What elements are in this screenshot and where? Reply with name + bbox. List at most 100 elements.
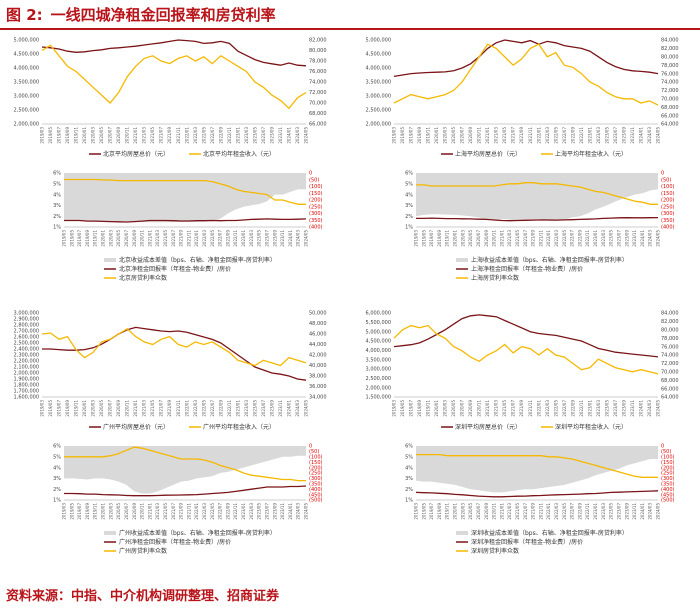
guangzhou-price-rent-chart: 3,000,0002,900,0002,800,0002,700,0002,60… bbox=[14, 311, 327, 431]
y-right-tick-0: 82,000 bbox=[309, 38, 327, 44]
legend-mortgage-label: 广州房贷利率众数 bbox=[119, 547, 167, 555]
bottom-x-tick-14: 2021/07 bbox=[171, 503, 176, 520]
top-x-tick-10: 2020/11 bbox=[477, 400, 482, 417]
bottom-x-tick-13: 2021/05 bbox=[163, 230, 168, 247]
bottom-x-tick-11: 2021/01 bbox=[499, 503, 504, 520]
y-left-tick-5: 1% bbox=[53, 498, 61, 504]
top-x-tick-29: 2024/01 bbox=[638, 127, 643, 144]
net-yield-line bbox=[64, 485, 307, 497]
top-x-tick-15: 2021/09 bbox=[167, 127, 172, 144]
y-right-tick-7: (350) bbox=[309, 218, 322, 224]
y-left-tick-1: 5,500,000 bbox=[366, 320, 391, 326]
legend-price-label: 北京平均房屋总价（元） bbox=[103, 150, 169, 158]
bottom-x-tick-31: 2024/05 bbox=[304, 230, 309, 247]
figure-title-text: 一线四城净租金回报率和房贷利率 bbox=[50, 6, 276, 24]
y-left-tick-11: 1,900,000 bbox=[14, 377, 39, 383]
bottom-x-tick-23: 2023/01 bbox=[241, 230, 246, 247]
y-right-tick-8: 66,000 bbox=[309, 122, 327, 128]
legend-spread-swatch bbox=[104, 258, 116, 262]
bottom-x-tick-17: 2022/01 bbox=[546, 503, 551, 520]
y-right-tick-7: (350) bbox=[661, 218, 674, 224]
bottom-x-tick-23: 2023/01 bbox=[241, 503, 246, 520]
legend-price-label: 上海平均房屋总价（元） bbox=[455, 150, 521, 158]
rent-line bbox=[41, 44, 307, 110]
y-left-tick-4: 3,000,000 bbox=[14, 94, 39, 100]
bottom-x-tick-28: 2023/11 bbox=[280, 503, 285, 520]
beijing-spread-chart: 6% 5% 4% 3% 2% 1% 0(50)(100)(150)(200)(250)(30… bbox=[53, 171, 322, 282]
y-left-tick-1: 4,500,000 bbox=[366, 52, 391, 58]
y-right-tick-1: (50) bbox=[661, 449, 671, 455]
top-x-tick-27: 2023/09 bbox=[621, 400, 626, 417]
y-left-tick-0: 3,000,000 bbox=[14, 311, 39, 317]
bottom-x-tick-3: 2019/09 bbox=[85, 230, 90, 247]
y-right-tick-10: (500) bbox=[309, 498, 322, 504]
top-x-tick-19: 2022/05 bbox=[553, 127, 558, 144]
y-right-tick-4: (200) bbox=[309, 198, 322, 204]
y-right-tick-8: (400) bbox=[661, 225, 674, 231]
top-x-tick-2: 2019/07 bbox=[409, 127, 414, 144]
top-x-tick-5: 2020/01 bbox=[82, 400, 87, 417]
top-x-tick-17: 2022/01 bbox=[184, 127, 189, 144]
top-x-tick-16: 2021/11 bbox=[528, 127, 533, 144]
top-x-tick-28: 2023/11 bbox=[278, 127, 283, 144]
bottom-x-tick-29: 2024/01 bbox=[640, 503, 645, 520]
mortgage-rate-line bbox=[64, 446, 306, 482]
bottom-x-tick-1: 2019/05 bbox=[69, 230, 74, 247]
y-left-tick-3: 3,500,000 bbox=[366, 80, 391, 86]
y-left-tick-5: 1% bbox=[53, 225, 61, 231]
y-left-tick-0: 6% bbox=[53, 171, 61, 177]
top-x-tick-24: 2023/03 bbox=[244, 127, 249, 144]
y-left-tick-6: 2,000,000 bbox=[14, 122, 39, 128]
bottom-x-tick-15: 2021/09 bbox=[179, 503, 184, 520]
y-right-tick-9: 66,000 bbox=[661, 113, 679, 119]
bottom-x-tick-19: 2022/05 bbox=[210, 230, 215, 247]
top-x-tick-14: 2021/07 bbox=[511, 127, 516, 144]
y-left-tick-6: 3,000,000 bbox=[366, 367, 391, 373]
y-right-tick-2: 78,000 bbox=[309, 59, 327, 65]
legend-price-label: 深圳平均房屋总价（元） bbox=[455, 423, 521, 431]
top-x-tick-29: 2024/01 bbox=[638, 400, 643, 417]
y-right-tick-0: 84,000 bbox=[661, 311, 679, 317]
bottom-x-tick-11: 2021/01 bbox=[499, 230, 504, 247]
bottom-x-tick-3: 2019/09 bbox=[85, 503, 90, 520]
y-left-tick-5: 1% bbox=[405, 498, 413, 504]
top-x-tick-27: 2023/09 bbox=[621, 127, 626, 144]
bottom-x-tick-2: 2019/07 bbox=[429, 503, 434, 520]
bottom-x-tick-0: 2019/03 bbox=[414, 230, 419, 247]
y-right-tick-5: 74,000 bbox=[661, 80, 679, 86]
top-x-tick-4: 2019/11 bbox=[426, 127, 431, 144]
y-right-tick-5: (250) bbox=[309, 471, 322, 477]
top-x-tick-29: 2024/01 bbox=[286, 127, 291, 144]
y-left-tick-13: 1,700,000 bbox=[14, 389, 39, 395]
legend-spread-label: 北京收益成本差值（bps、右轴、净租金回报率-房贷利率） bbox=[119, 256, 276, 264]
y-right-tick-8: 68,000 bbox=[661, 105, 679, 111]
bottom-x-tick-12: 2021/03 bbox=[155, 503, 160, 520]
bottom-x-tick-22: 2022/11 bbox=[585, 503, 590, 520]
top-x-tick-1: 2019/05 bbox=[400, 400, 405, 417]
y-right-tick-5: (250) bbox=[309, 204, 322, 210]
legend-rent-label: 上海平均年租金收入（元） bbox=[555, 150, 627, 158]
y-right-tick-0: 0 bbox=[661, 444, 664, 450]
top-x-tick-0: 2019/03 bbox=[392, 400, 397, 417]
y-right-tick-3: 78,000 bbox=[661, 63, 679, 69]
y-right-tick-9: 66,000 bbox=[661, 386, 679, 392]
bottom-x-tick-0: 2019/03 bbox=[62, 503, 67, 520]
bottom-x-tick-23: 2023/01 bbox=[593, 503, 598, 520]
bottom-x-tick-31: 2024/05 bbox=[304, 503, 309, 520]
beijing-price-rent-chart: 5,000,000 4,500,000 4,000,000 3,500,000 3,00… bbox=[14, 38, 327, 158]
mortgage-rate-line bbox=[64, 178, 306, 205]
top-x-tick-25: 2023/05 bbox=[604, 400, 609, 417]
bottom-x-tick-29: 2024/01 bbox=[640, 230, 645, 247]
y-left-tick-8: 2,200,000 bbox=[14, 359, 39, 365]
bottom-x-tick-17: 2022/01 bbox=[546, 230, 551, 247]
y-right-tick-5: (250) bbox=[661, 204, 674, 210]
bottom-x-tick-15: 2021/09 bbox=[531, 230, 536, 247]
y-right-tick-6: 72,000 bbox=[661, 88, 679, 94]
bottom-x-tick-17: 2022/01 bbox=[194, 503, 199, 520]
top-x-tick-24: 2023/03 bbox=[244, 400, 249, 417]
bottom-x-tick-22: 2022/11 bbox=[233, 503, 238, 520]
y-left-tick-3: 3% bbox=[53, 476, 61, 482]
top-x-tick-17: 2022/01 bbox=[536, 127, 541, 144]
y-right-tick-1: 80,000 bbox=[309, 48, 327, 54]
top-x-tick-9: 2020/09 bbox=[468, 127, 473, 144]
